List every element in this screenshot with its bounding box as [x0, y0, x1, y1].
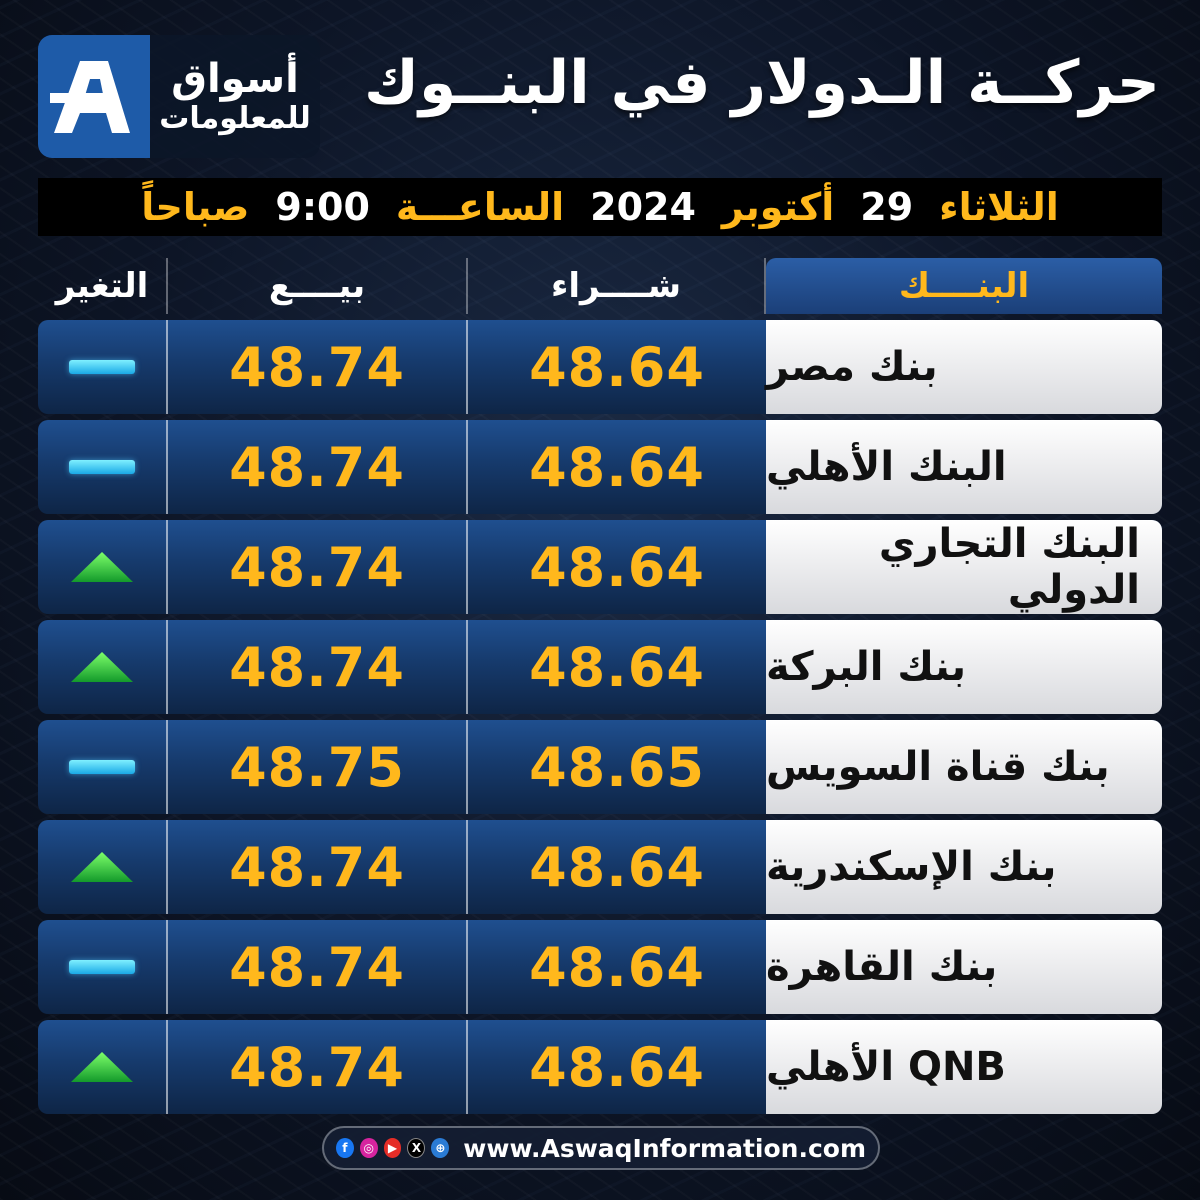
- table-row: 48.74 48.64 البنك التجاري الدولي: [38, 520, 1162, 614]
- bank-name-cell: بنك البركة: [766, 620, 1162, 714]
- change-cell: [38, 920, 166, 1014]
- date-month: أكتوبر: [721, 185, 835, 229]
- header-sell: بيــــع: [166, 258, 466, 314]
- bank-name: البنك الأهلي: [766, 444, 1007, 490]
- sell-cell: 48.74: [166, 420, 466, 514]
- date-bar: الثلاثاء 29 أكتوبر 2024 الساعـــة 9:00 ص…: [38, 178, 1162, 236]
- buy-price: 48.64: [529, 335, 705, 399]
- buy-price: 48.64: [529, 1035, 705, 1099]
- change-cell: [38, 420, 166, 514]
- bank-name-cell: البنك التجاري الدولي: [766, 520, 1162, 614]
- sell-price: 48.74: [229, 535, 405, 599]
- table-row: 48.74 48.64 بنك البركة: [38, 620, 1162, 714]
- bank-name: بنك البركة: [766, 644, 966, 690]
- buy-price: 48.64: [529, 835, 705, 899]
- sell-cell: 48.75: [166, 720, 466, 814]
- page-title: حركــة الـدولار في البنــوك: [364, 48, 1160, 118]
- sell-cell: 48.74: [166, 820, 466, 914]
- table-row: 48.75 48.65 بنك قناة السويس: [38, 720, 1162, 814]
- sell-cell: 48.74: [166, 520, 466, 614]
- bank-name-cell: البنك الأهلي: [766, 420, 1162, 514]
- change-cell: [38, 320, 166, 414]
- buy-cell: 48.64: [466, 520, 766, 614]
- change-cell: [38, 520, 166, 614]
- bank-name-cell: بنك مصر: [766, 320, 1162, 414]
- table-row: 48.74 48.64 بنك مصر: [38, 320, 1162, 414]
- bank-name: بنك قناة السويس: [766, 744, 1110, 790]
- table-row: 48.74 48.64 QNB الأهلي: [38, 1020, 1162, 1114]
- time-label: الساعـــة: [395, 185, 565, 229]
- buy-price: 48.64: [529, 935, 705, 999]
- header-change: التغير: [55, 266, 149, 306]
- bank-name: بنك مصر: [766, 344, 938, 390]
- buy-cell: 48.64: [466, 920, 766, 1014]
- unchanged-dash-icon: [69, 760, 135, 774]
- table-row: 48.74 48.64 بنك القاهرة: [38, 920, 1162, 1014]
- up-arrow-icon: [71, 552, 133, 582]
- sell-price: 48.74: [229, 935, 405, 999]
- footer-bar: f ◎ ▶ X ⊕ www.AswaqInformation.com: [322, 1126, 880, 1170]
- buy-price: 48.65: [529, 735, 705, 799]
- unchanged-dash-icon: [69, 460, 135, 474]
- bank-name-cell: بنك القاهرة: [766, 920, 1162, 1014]
- brand-logo: أسواق للمعلومات: [38, 35, 320, 158]
- change-cell: [38, 1020, 166, 1114]
- bank-name: بنك القاهرة: [766, 944, 998, 990]
- facebook-icon[interactable]: f: [336, 1138, 354, 1158]
- youtube-icon[interactable]: ▶: [383, 1138, 402, 1158]
- sell-price: 48.74: [229, 835, 405, 899]
- instagram-icon[interactable]: ◎: [359, 1138, 378, 1158]
- logo-a-icon: [38, 35, 150, 158]
- bank-name-cell: بنك الإسكندرية: [766, 820, 1162, 914]
- logo-line-1: أسواق: [171, 55, 299, 102]
- bank-name: البنك التجاري الدولي: [878, 521, 1140, 613]
- bank-name: QNB الأهلي: [766, 1044, 1006, 1090]
- date-year: 2024: [590, 185, 696, 229]
- change-cell: [38, 620, 166, 714]
- rates-table: 48.74 48.64 بنك مصر 48.74 48.64 البنك الأهلي 4…: [38, 320, 1162, 1120]
- sell-cell: 48.74: [166, 320, 466, 414]
- buy-cell: 48.64: [466, 320, 766, 414]
- buy-cell: 48.64: [466, 1020, 766, 1114]
- bank-name-cell: بنك قناة السويس: [766, 720, 1162, 814]
- buy-price: 48.64: [529, 435, 705, 499]
- buy-price: 48.64: [529, 635, 705, 699]
- table-row: 48.74 48.64 بنك الإسكندرية: [38, 820, 1162, 914]
- header-buy: شــــراء: [466, 258, 766, 314]
- up-arrow-icon: [71, 1052, 133, 1082]
- date-day-number: 29: [860, 185, 914, 229]
- table-row: 48.74 48.64 البنك الأهلي: [38, 420, 1162, 514]
- bank-name-cell: QNB الأهلي: [766, 1020, 1162, 1114]
- header-bank: البنــــك: [766, 258, 1162, 314]
- x-icon[interactable]: X: [407, 1138, 426, 1158]
- buy-price: 48.64: [529, 535, 705, 599]
- sell-price: 48.74: [229, 435, 405, 499]
- sell-price: 48.75: [229, 735, 405, 799]
- buy-cell: 48.65: [466, 720, 766, 814]
- logo-text: أسواق للمعلومات: [150, 35, 320, 158]
- sell-cell: 48.74: [166, 620, 466, 714]
- table-header: التغير بيــــع شــــراء البنــــك: [38, 258, 1162, 314]
- change-cell: [38, 720, 166, 814]
- time-value: 9:00: [275, 185, 370, 229]
- sell-cell: 48.74: [166, 1020, 466, 1114]
- buy-cell: 48.64: [466, 420, 766, 514]
- time-period: صباحاً: [141, 185, 250, 229]
- buy-cell: 48.64: [466, 620, 766, 714]
- logo-line-2: للمعلومات: [159, 100, 311, 136]
- website-url[interactable]: www.AswaqInformation.com: [463, 1133, 866, 1163]
- globe-icon[interactable]: ⊕: [431, 1138, 450, 1158]
- buy-cell: 48.64: [466, 820, 766, 914]
- sell-price: 48.74: [229, 335, 405, 399]
- bank-name: بنك الإسكندرية: [766, 844, 1057, 890]
- up-arrow-icon: [71, 852, 133, 882]
- up-arrow-icon: [71, 652, 133, 682]
- change-cell: [38, 820, 166, 914]
- sell-price: 48.74: [229, 1035, 405, 1099]
- sell-price: 48.74: [229, 635, 405, 699]
- unchanged-dash-icon: [69, 360, 135, 374]
- unchanged-dash-icon: [69, 960, 135, 974]
- sell-cell: 48.74: [166, 920, 466, 1014]
- date-day: الثلاثاء: [939, 185, 1059, 229]
